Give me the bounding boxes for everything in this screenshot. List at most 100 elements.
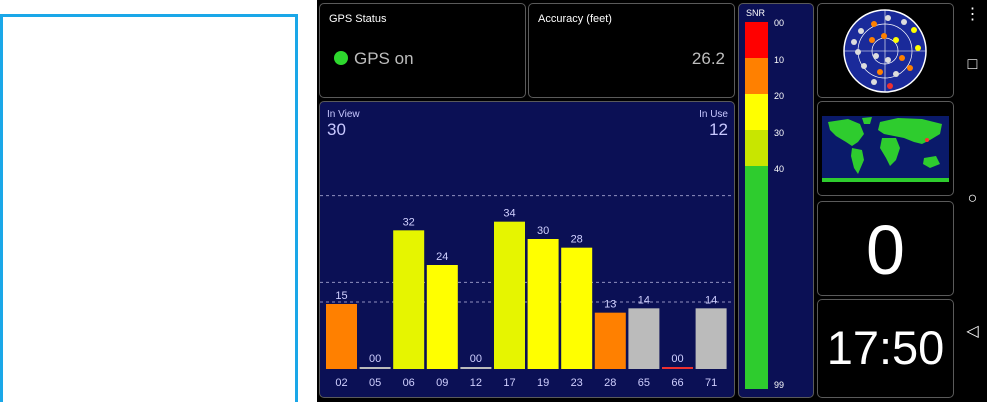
bar-value-label: 30: [537, 225, 549, 237]
bar-value-label: 00: [470, 353, 482, 365]
satellite-dot: [911, 27, 917, 33]
satellite-bar-17: [494, 221, 525, 369]
satellite-id-label: 71: [705, 377, 717, 389]
android-nav-bar: ⋮ □ ○ ◁: [958, 0, 987, 402]
satellite-dot: [887, 83, 893, 89]
satellite-dot: [915, 45, 921, 51]
snr-band: [745, 94, 768, 130]
satellite-dot: [893, 37, 899, 43]
accuracy-value: 26.2: [691, 49, 725, 68]
satellite-id-label: 28: [604, 377, 616, 389]
speed-value: 0: [866, 211, 905, 289]
satellite-dot: [881, 33, 887, 39]
bar-value-label: 14: [705, 294, 717, 306]
snr-tick-label: 99: [774, 380, 785, 390]
bar-value-label: 24: [436, 251, 448, 263]
bar-value-label: 28: [571, 234, 583, 246]
satellite-dot: [893, 71, 899, 77]
bar-value-label: 00: [671, 353, 683, 365]
satellite-bar-65: [628, 308, 660, 369]
satellite-id-label: 17: [503, 377, 515, 389]
south-america-shape: [851, 148, 864, 174]
accuracy-label: Accuracy (feet): [538, 13, 612, 25]
satellite-id-label: 06: [403, 377, 415, 389]
in-use-label: In Use: [699, 109, 728, 120]
satellite-bar-28: [594, 312, 626, 369]
clock-tile[interactable]: 17:50: [817, 299, 954, 398]
gps-status-tile[interactable]: GPS Status GPS on: [319, 3, 526, 98]
satellite-dot: [885, 15, 891, 21]
satellite-dot: [869, 37, 875, 43]
bar-value-label: 32: [403, 216, 415, 228]
bar-value-label: 34: [503, 208, 515, 220]
sky-view-tile[interactable]: [817, 3, 954, 98]
snr-band: [745, 22, 768, 58]
satellite-bar-06: [393, 230, 425, 369]
snr-tick-label: 40: [774, 164, 785, 174]
world-map: [822, 116, 949, 182]
satellite-dot: [907, 65, 913, 71]
satellite-dot: [901, 19, 907, 25]
back-button-icon[interactable]: ◁: [966, 323, 979, 340]
satellite-bar-71: [695, 308, 727, 369]
satellite-dot: [877, 69, 883, 75]
snr-tick-label: 10: [774, 55, 785, 65]
satellite-snr-bar-chart: 15 02 00 05 32 06 24 09 00 12 34 17 30 19 28 23 13 28 14 65…: [320, 195, 734, 389]
in-view-label: In View: [327, 109, 360, 120]
recents-button-icon[interactable]: □: [967, 56, 978, 73]
satellite-bar-12: [460, 367, 492, 369]
satellite-dot: [851, 39, 857, 45]
gps-status-value: GPS on: [354, 49, 414, 68]
africa-shape: [880, 138, 900, 166]
clock-value: 17:50: [826, 321, 945, 374]
home-button-icon[interactable]: ○: [967, 190, 978, 207]
gps-app: GPS Status GPS on Accuracy (feet) 26.2 I…: [317, 0, 958, 402]
sky-plot: [843, 9, 927, 93]
snr-tick-label: 30: [774, 128, 785, 138]
satellite-dot: [873, 53, 879, 59]
north-america-shape: [828, 119, 864, 146]
satellite-dot: [861, 63, 867, 69]
snr-band: [745, 58, 768, 94]
gps-status-label: GPS Status: [329, 13, 387, 25]
in-use-count: 12: [709, 120, 728, 139]
satellite-bar-19: [527, 239, 559, 369]
satellite-bar-02: [326, 304, 357, 369]
europe-asia-shape: [878, 118, 942, 144]
satellite-id-label: 02: [335, 377, 347, 389]
location-marker-icon: [925, 138, 929, 142]
speed-tile[interactable]: 0: [817, 201, 954, 296]
snr-band: [745, 166, 768, 389]
satellite-dot: [871, 21, 877, 27]
satellite-id-label: 19: [537, 377, 549, 389]
satellite-id-label: 66: [671, 377, 683, 389]
bar-value-label: 13: [604, 299, 616, 311]
satellite-id-label: 65: [638, 377, 650, 389]
greenland-shape: [862, 117, 872, 124]
satellite-id-label: 12: [470, 377, 482, 389]
satellite-dot: [871, 79, 877, 85]
bar-value-label: 00: [369, 353, 381, 365]
snr-tick-label: 00: [774, 18, 785, 28]
satellite-dot: [885, 57, 891, 63]
snr-legend-tile: SNR 00 10 20 30 40 99: [738, 3, 814, 398]
overflow-menu-icon[interactable]: ⋮: [964, 6, 981, 23]
satellite-bar-66: [662, 367, 693, 369]
satellite-dot: [858, 28, 864, 34]
satellite-id-label: 23: [571, 377, 583, 389]
snr-tick-label: 20: [774, 91, 785, 101]
satellite-chart-tile[interactable]: In View 30 In Use 12 15 02 00 05 32 06 24 09 00 1…: [319, 101, 735, 398]
in-view-count: 30: [327, 120, 346, 139]
snr-band: [745, 130, 768, 166]
snr-title: SNR: [746, 8, 766, 18]
bar-value-label: 14: [638, 294, 650, 306]
satellite-bar-05: [359, 367, 391, 369]
satellite-dot: [855, 49, 861, 55]
bar-value-label: 15: [335, 290, 347, 302]
accuracy-tile[interactable]: Accuracy (feet) 26.2: [528, 3, 735, 98]
world-map-tile[interactable]: [817, 101, 954, 196]
status-indicator-icon: [334, 51, 348, 65]
satellite-id-label: 05: [369, 377, 381, 389]
satellite-bar-09: [426, 265, 458, 369]
australia-shape: [923, 156, 940, 168]
